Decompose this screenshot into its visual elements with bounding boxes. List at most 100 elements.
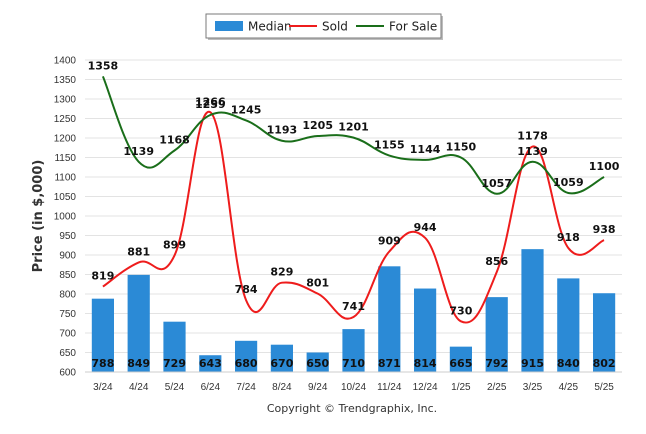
median-bar bbox=[306, 352, 329, 372]
sold-value-label: 730 bbox=[449, 304, 472, 317]
legend-label-sold: Sold bbox=[322, 20, 348, 34]
median-bar bbox=[378, 266, 401, 372]
x-tick-label: 5/24 bbox=[165, 382, 185, 393]
median-bar-label: 710 bbox=[342, 357, 365, 370]
median-bars bbox=[91, 249, 616, 372]
median-bar-labels: 788 849 729 643 680 670 650 710 871 814 665 792 915 8… bbox=[91, 357, 615, 370]
y-tick-label: 1300 bbox=[54, 95, 77, 106]
x-tick-label: 6/24 bbox=[201, 382, 221, 393]
median-bar bbox=[449, 346, 472, 372]
sold-line bbox=[102, 111, 605, 324]
median-bar-label: 814 bbox=[414, 357, 437, 370]
median-bar-label: 849 bbox=[127, 357, 150, 370]
for-sale-value-label: 1059 bbox=[553, 176, 584, 189]
median-bar-label: 871 bbox=[378, 357, 401, 370]
sold-value-label: 881 bbox=[127, 245, 150, 258]
y-tick-label: 1250 bbox=[54, 114, 77, 125]
median-bar-label: 788 bbox=[91, 357, 114, 370]
median-bar-label: 680 bbox=[235, 357, 258, 370]
sold-value-label: 918 bbox=[557, 231, 580, 244]
for-sale-value-label: 1155 bbox=[374, 139, 405, 152]
x-tick-label: 3/25 bbox=[523, 382, 543, 393]
median-bar bbox=[270, 344, 293, 372]
y-tick-label: 650 bbox=[59, 348, 76, 359]
x-tick-label: 3/24 bbox=[93, 382, 113, 393]
median-bar bbox=[414, 288, 437, 372]
x-tick-label: 7/24 bbox=[236, 382, 256, 393]
legend: Median Sold For Sale bbox=[205, 13, 443, 40]
y-tick-label: 1200 bbox=[54, 134, 77, 145]
median-bar bbox=[235, 340, 258, 372]
for-sale-value-label: 1259 bbox=[195, 98, 226, 111]
for-sale-value-label: 1139 bbox=[123, 145, 154, 158]
y-tick-label: 700 bbox=[59, 329, 76, 340]
copyright-credit: Copyright © Trendgraphix, Inc. bbox=[267, 402, 437, 415]
x-tick-label: 2/25 bbox=[487, 382, 507, 393]
y-tick-label: 1100 bbox=[54, 173, 76, 184]
x-tick-label: 9/24 bbox=[308, 382, 328, 393]
for-sale-value-label: 1245 bbox=[231, 103, 262, 116]
sold-value-label: 1266 bbox=[195, 95, 226, 108]
sold-value-label: 829 bbox=[270, 266, 293, 279]
x-tick-label: 8/24 bbox=[272, 382, 292, 393]
for-sale-value-label: 1358 bbox=[88, 59, 119, 72]
median-bar bbox=[342, 329, 365, 372]
x-tick-label: 4/24 bbox=[129, 382, 149, 393]
for-sale-value-label: 1201 bbox=[338, 121, 369, 134]
for-sale-value-label: 1205 bbox=[302, 119, 333, 132]
y-tick-label: 900 bbox=[59, 251, 76, 262]
series-lines bbox=[101, 75, 605, 324]
median-bar bbox=[91, 298, 114, 372]
sold-value-label: 784 bbox=[235, 283, 258, 296]
median-bar-label: 915 bbox=[521, 357, 544, 370]
sold-value-label: 899 bbox=[163, 238, 186, 251]
y-tick-label: 800 bbox=[59, 290, 76, 301]
y-axis-ticks: 600 650 700 750 800 850 900 950 1000 1050 1100 1150… bbox=[54, 56, 77, 379]
median-bar-label: 643 bbox=[199, 357, 222, 370]
x-tick-label: 12/24 bbox=[413, 382, 438, 393]
for-sale-value-label: 1139 bbox=[517, 145, 548, 158]
sold-value-label: 938 bbox=[593, 223, 616, 236]
sold-value-label: 1178 bbox=[517, 130, 548, 143]
legend-label-median: Median bbox=[248, 20, 292, 34]
sold-value-label: 856 bbox=[485, 255, 508, 268]
median-bar bbox=[163, 321, 186, 372]
x-tick-label: 5/25 bbox=[594, 382, 614, 393]
y-axis-label: Price (in $,000) bbox=[31, 160, 46, 273]
for-sale-value-label: 1150 bbox=[446, 141, 477, 154]
median-bar-label: 802 bbox=[593, 357, 616, 370]
sold-value-label: 909 bbox=[378, 234, 401, 247]
y-tick-label: 850 bbox=[59, 270, 76, 281]
median-bar-label: 650 bbox=[306, 357, 329, 370]
median-bar bbox=[127, 274, 150, 372]
legend-swatch-median bbox=[215, 21, 243, 31]
median-bar bbox=[199, 355, 222, 372]
y-tick-label: 1350 bbox=[54, 75, 77, 86]
y-tick-label: 600 bbox=[59, 368, 76, 379]
y-tick-label: 950 bbox=[59, 231, 76, 242]
for-sale-value-label: 1057 bbox=[481, 177, 512, 190]
median-bar-label: 840 bbox=[557, 357, 580, 370]
median-bar bbox=[593, 293, 616, 372]
for-sale-value-label: 1144 bbox=[410, 143, 441, 156]
sold-value-label: 819 bbox=[91, 270, 114, 283]
y-tick-label: 1000 bbox=[54, 212, 77, 223]
sold-value-label: 801 bbox=[306, 277, 329, 290]
for-sale-value-label: 1100 bbox=[589, 160, 620, 173]
median-bar-label: 729 bbox=[163, 357, 186, 370]
x-tick-label: 4/25 bbox=[559, 382, 579, 393]
x-tick-label: 1/25 bbox=[451, 382, 471, 393]
x-tick-label: 10/24 bbox=[341, 382, 366, 393]
y-tick-label: 1150 bbox=[54, 153, 76, 164]
sold-value-label: 944 bbox=[414, 221, 437, 234]
x-axis-ticks: 3/24 4/24 5/24 6/24 7/24 8/24 9/24 10/24 11/24 12… bbox=[85, 371, 622, 393]
y-tick-label: 750 bbox=[59, 309, 76, 320]
median-bar bbox=[557, 278, 580, 372]
legend-box bbox=[205, 13, 442, 39]
median-bar bbox=[521, 249, 544, 372]
median-bar-label: 670 bbox=[270, 357, 293, 370]
y-tick-label: 1400 bbox=[54, 56, 77, 67]
legend-label-for-sale: For Sale bbox=[389, 20, 437, 34]
median-bar bbox=[485, 297, 508, 372]
